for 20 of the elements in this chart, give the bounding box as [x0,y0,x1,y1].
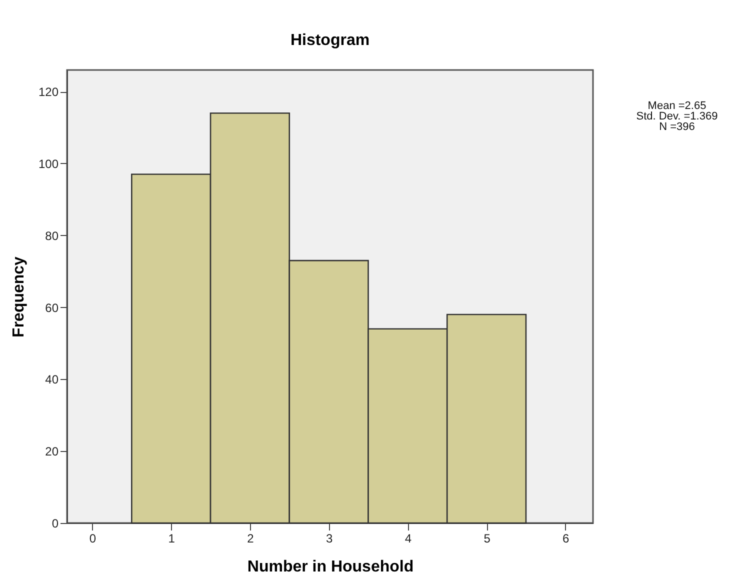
x-tick-label: 0 [89,532,96,546]
chart-title: Histogram [290,32,370,49]
text: Std. Dev. =1.369 [636,110,718,122]
x-tick-label: 5 [484,532,491,546]
y-tick-label: 60 [45,300,59,315]
y-tick-label: 80 [45,228,59,243]
y-tick-label: 40 [45,372,59,387]
x-tick-label: 3 [326,532,333,546]
x-tick-label: 2 [247,532,254,546]
y-tick-label: 120 [38,85,59,100]
text: Mean =2.65 [648,100,706,112]
y-tick-label: 100 [38,156,59,171]
x-tick-label: 6 [562,532,570,546]
x-tick-label: 1 [168,532,176,546]
y-tick-label: 0 [52,516,59,530]
y-axis-title: Frequency [10,256,28,338]
text: N =396 [659,121,695,133]
x-tick-label: 4 [404,532,412,546]
y-tick-label: 20 [45,444,59,459]
x-axis-title: Number in Household [247,558,414,576]
